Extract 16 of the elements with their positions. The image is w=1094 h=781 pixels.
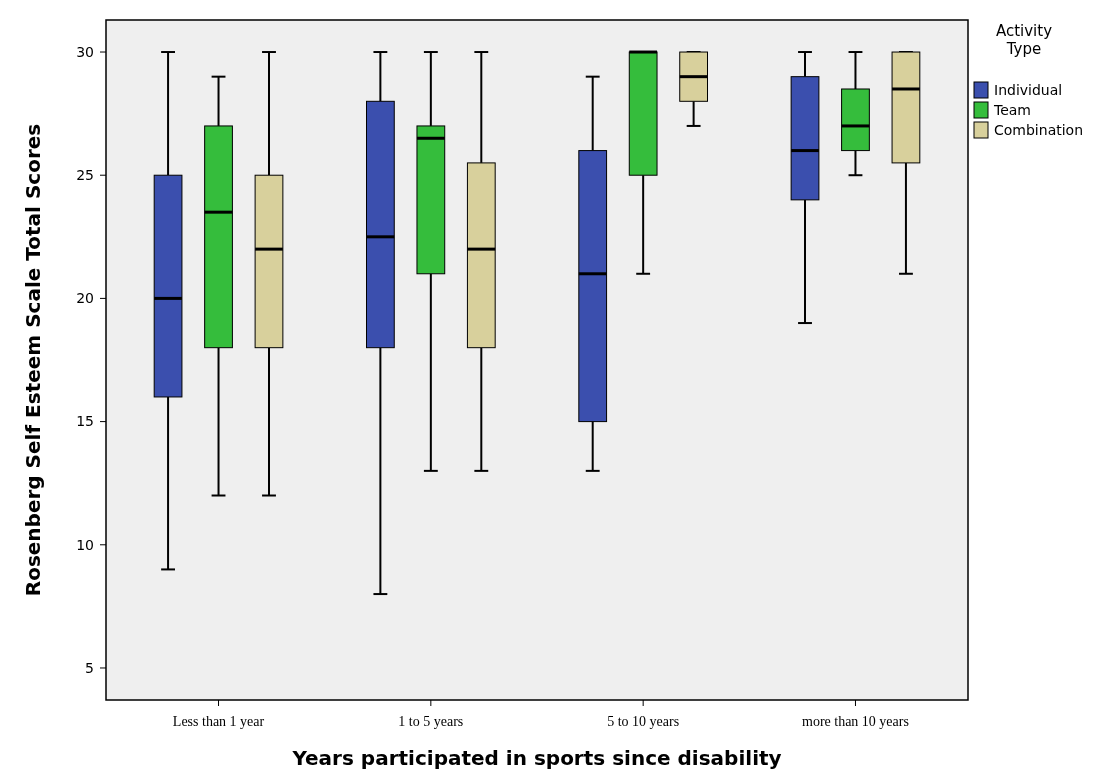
x-tick-label: more than 10 years [802,714,909,729]
x-tick-label: Less than 1 year [172,714,265,729]
x-tick-label: 1 to 5 years [398,714,464,729]
x-axis-title: Years participated in sports since disability [291,746,782,770]
legend-title: Activity Type [995,22,1053,58]
legend-label: Individual [994,82,1063,98]
x-tick-label: 5 to 10 years [607,714,680,729]
y-axis-title: Rosenberg Self Esteem Scale Total Scores [21,123,45,597]
y-tick-label: 25 [76,167,94,184]
y-tick-label: 15 [76,413,94,430]
legend-label: Combination [994,122,1084,138]
y-tick-label: 30 [76,43,94,60]
y-tick-label: 10 [76,536,94,553]
legend-label: Team [993,102,1032,118]
y-tick-label: 5 [85,659,94,676]
y-tick-label: 20 [76,290,94,307]
